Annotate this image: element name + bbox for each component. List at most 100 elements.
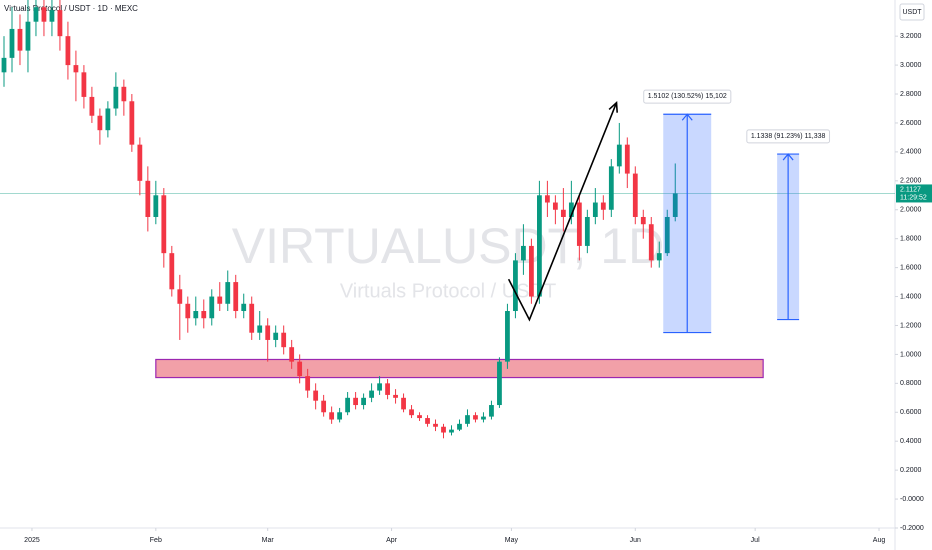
y-tick-label: 2.2000 [900, 178, 922, 185]
candle-body [225, 282, 231, 304]
trend-arrow [507, 102, 618, 322]
measure-label: 1.5102 (130.52%) 15,102 [648, 93, 727, 100]
candle-body [369, 390, 374, 398]
y-tick-label: 0.6000 [900, 409, 922, 416]
candle-body [249, 303, 255, 333]
candle-body [385, 383, 390, 395]
candle-body [137, 144, 143, 181]
candle-body [353, 397, 358, 406]
candle-body [105, 108, 111, 131]
candle-body [169, 253, 175, 290]
candle-body [345, 397, 351, 413]
candle-body [624, 144, 630, 174]
x-tick-label: May [505, 537, 519, 544]
y-tick-label: 2.8000 [900, 91, 922, 98]
currency: USDT [902, 9, 922, 16]
candle-body [576, 202, 582, 246]
candle-body [121, 86, 127, 102]
candle-body [489, 405, 494, 417]
x-tick-label: Aug [873, 537, 886, 544]
measure-label: 1.1338 (91.23%) 11,338 [751, 133, 826, 140]
candle-body [265, 325, 271, 340]
y-tick-label: 3.0000 [900, 62, 922, 69]
candle-body [377, 383, 382, 391]
candle-body [568, 202, 574, 217]
candle-body [97, 115, 103, 131]
candle-body [129, 101, 135, 145]
candle-body [1, 57, 7, 73]
candle-body [513, 260, 518, 312]
x-tick-label: Apr [386, 537, 398, 544]
watermark: VIRTUALUSDT, 1D [232, 218, 665, 274]
measure-label-box [746, 129, 831, 144]
candle-body [672, 193, 678, 217]
candle-body [417, 415, 422, 419]
candle-body [329, 412, 335, 420]
candle-body [193, 311, 199, 319]
candle-body [552, 202, 558, 210]
y-tick-label: 2.6000 [900, 120, 922, 127]
candle-body [153, 195, 159, 217]
candle-body [25, 21, 31, 51]
candle-body [632, 173, 638, 217]
candle-body [584, 216, 590, 246]
candle-body [185, 303, 191, 319]
measure-label-box [643, 89, 732, 104]
candle-body [65, 36, 71, 66]
y-tick-label: 1.8000 [900, 236, 922, 243]
candle-body [425, 418, 430, 424]
currency-box [899, 3, 925, 21]
candle-body [560, 209, 566, 217]
x-tick-label: Feb [150, 537, 162, 544]
candle-body [608, 166, 614, 210]
candle-body [81, 72, 87, 97]
candle-body [257, 325, 263, 333]
candle-body [656, 253, 662, 261]
candle-body [473, 415, 478, 420]
candle-body [521, 245, 526, 261]
watermark-group: VIRTUALUSDT, 1D Virtuals Protocol / USDT [232, 218, 665, 302]
candle-body [457, 423, 462, 430]
support-zone [155, 358, 764, 379]
watermark-subtitle: Virtuals Protocol / USDT [340, 280, 556, 302]
candle-body [600, 202, 606, 210]
x-tick-label: Jul [751, 537, 760, 544]
y-tick-label: -0.2000 [900, 525, 924, 532]
candle-body [537, 195, 542, 297]
y-tick-label: 0.4000 [900, 438, 922, 445]
y-tick-label: 1.6000 [900, 264, 922, 271]
candle-body [481, 416, 486, 420]
candle-body [648, 224, 654, 261]
y-tick-label: 1.4000 [900, 293, 922, 300]
candle-body [337, 412, 343, 420]
x-tick-label: Jun [630, 537, 641, 544]
y-tick-label: 0.2000 [900, 467, 922, 474]
candle-body [217, 296, 223, 304]
candle-body [33, 7, 39, 22]
last-price: 2.1127 [900, 186, 921, 193]
candle-body [409, 409, 414, 416]
y-tick-label: 1.0000 [900, 351, 922, 358]
x-tick-label: Mar [262, 537, 275, 544]
candle-body [497, 361, 502, 406]
candle-body [177, 289, 183, 304]
candle-body [393, 394, 398, 398]
candle-body [592, 202, 598, 217]
candle-body [289, 347, 295, 362]
candle-body [297, 361, 303, 377]
candle-body [313, 390, 319, 401]
candle-body [465, 415, 470, 424]
candle-body [401, 397, 406, 410]
candle-body [113, 86, 119, 109]
measure-arrow-head [681, 113, 693, 121]
candle-body [441, 426, 446, 433]
candle-body [449, 429, 454, 433]
candle-body [616, 144, 622, 167]
candle-body [17, 28, 23, 51]
trend-arrow-head [608, 101, 618, 113]
candle-body [41, 7, 47, 22]
candle-body [640, 216, 646, 225]
